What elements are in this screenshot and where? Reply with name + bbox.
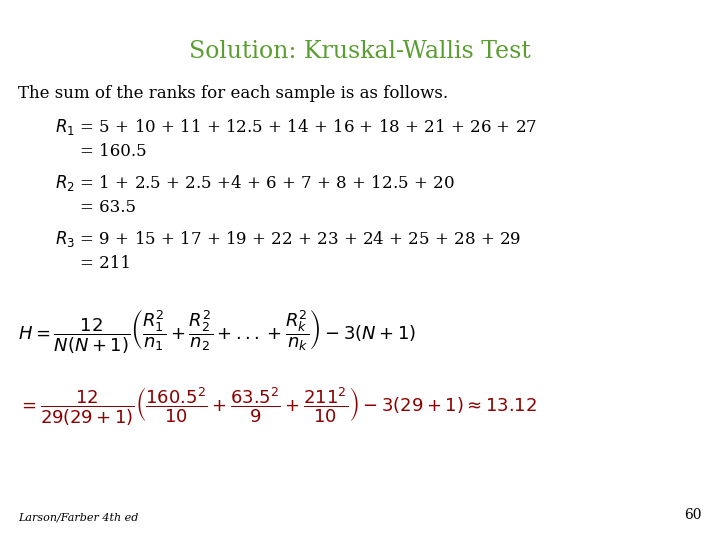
Text: $= \dfrac{12}{29(29+1)}\left(\dfrac{160.5^2}{10} + \dfrac{63.5^2}{9} + \dfrac{21: $= \dfrac{12}{29(29+1)}\left(\dfrac{160.… xyxy=(18,385,537,427)
Text: 60: 60 xyxy=(685,508,702,522)
Text: = 211: = 211 xyxy=(80,255,131,272)
Text: $H = \dfrac{12}{N(N+1)}\left(\dfrac{R_1^2}{n_1} + \dfrac{R_2^2}{n_2} + ...+ \dfr: $H = \dfrac{12}{N(N+1)}\left(\dfrac{R_1^… xyxy=(18,307,416,355)
Text: = 160.5: = 160.5 xyxy=(80,143,147,160)
Text: Solution: Kruskal-Wallis Test: Solution: Kruskal-Wallis Test xyxy=(189,40,531,63)
Text: The sum of the ranks for each sample is as follows.: The sum of the ranks for each sample is … xyxy=(18,85,448,102)
Text: = 63.5: = 63.5 xyxy=(80,199,136,216)
Text: $R_3$ = 9 + 15 + 17 + 19 + 22 + 23 + 24 + 25 + 28 + 29: $R_3$ = 9 + 15 + 17 + 19 + 22 + 23 + 24 … xyxy=(55,229,521,249)
Text: $R_2$ = 1 + 2.5 + 2.5 +4 + 6 + 7 + 8 + 12.5 + 20: $R_2$ = 1 + 2.5 + 2.5 +4 + 6 + 7 + 8 + 1… xyxy=(55,173,454,193)
Text: Larson/Farber 4th ed: Larson/Farber 4th ed xyxy=(18,512,138,522)
Text: $R_1$ = 5 + 10 + 11 + 12.5 + 14 + 16 + 18 + 21 + 26 + 27: $R_1$ = 5 + 10 + 11 + 12.5 + 14 + 16 + 1… xyxy=(55,117,537,137)
